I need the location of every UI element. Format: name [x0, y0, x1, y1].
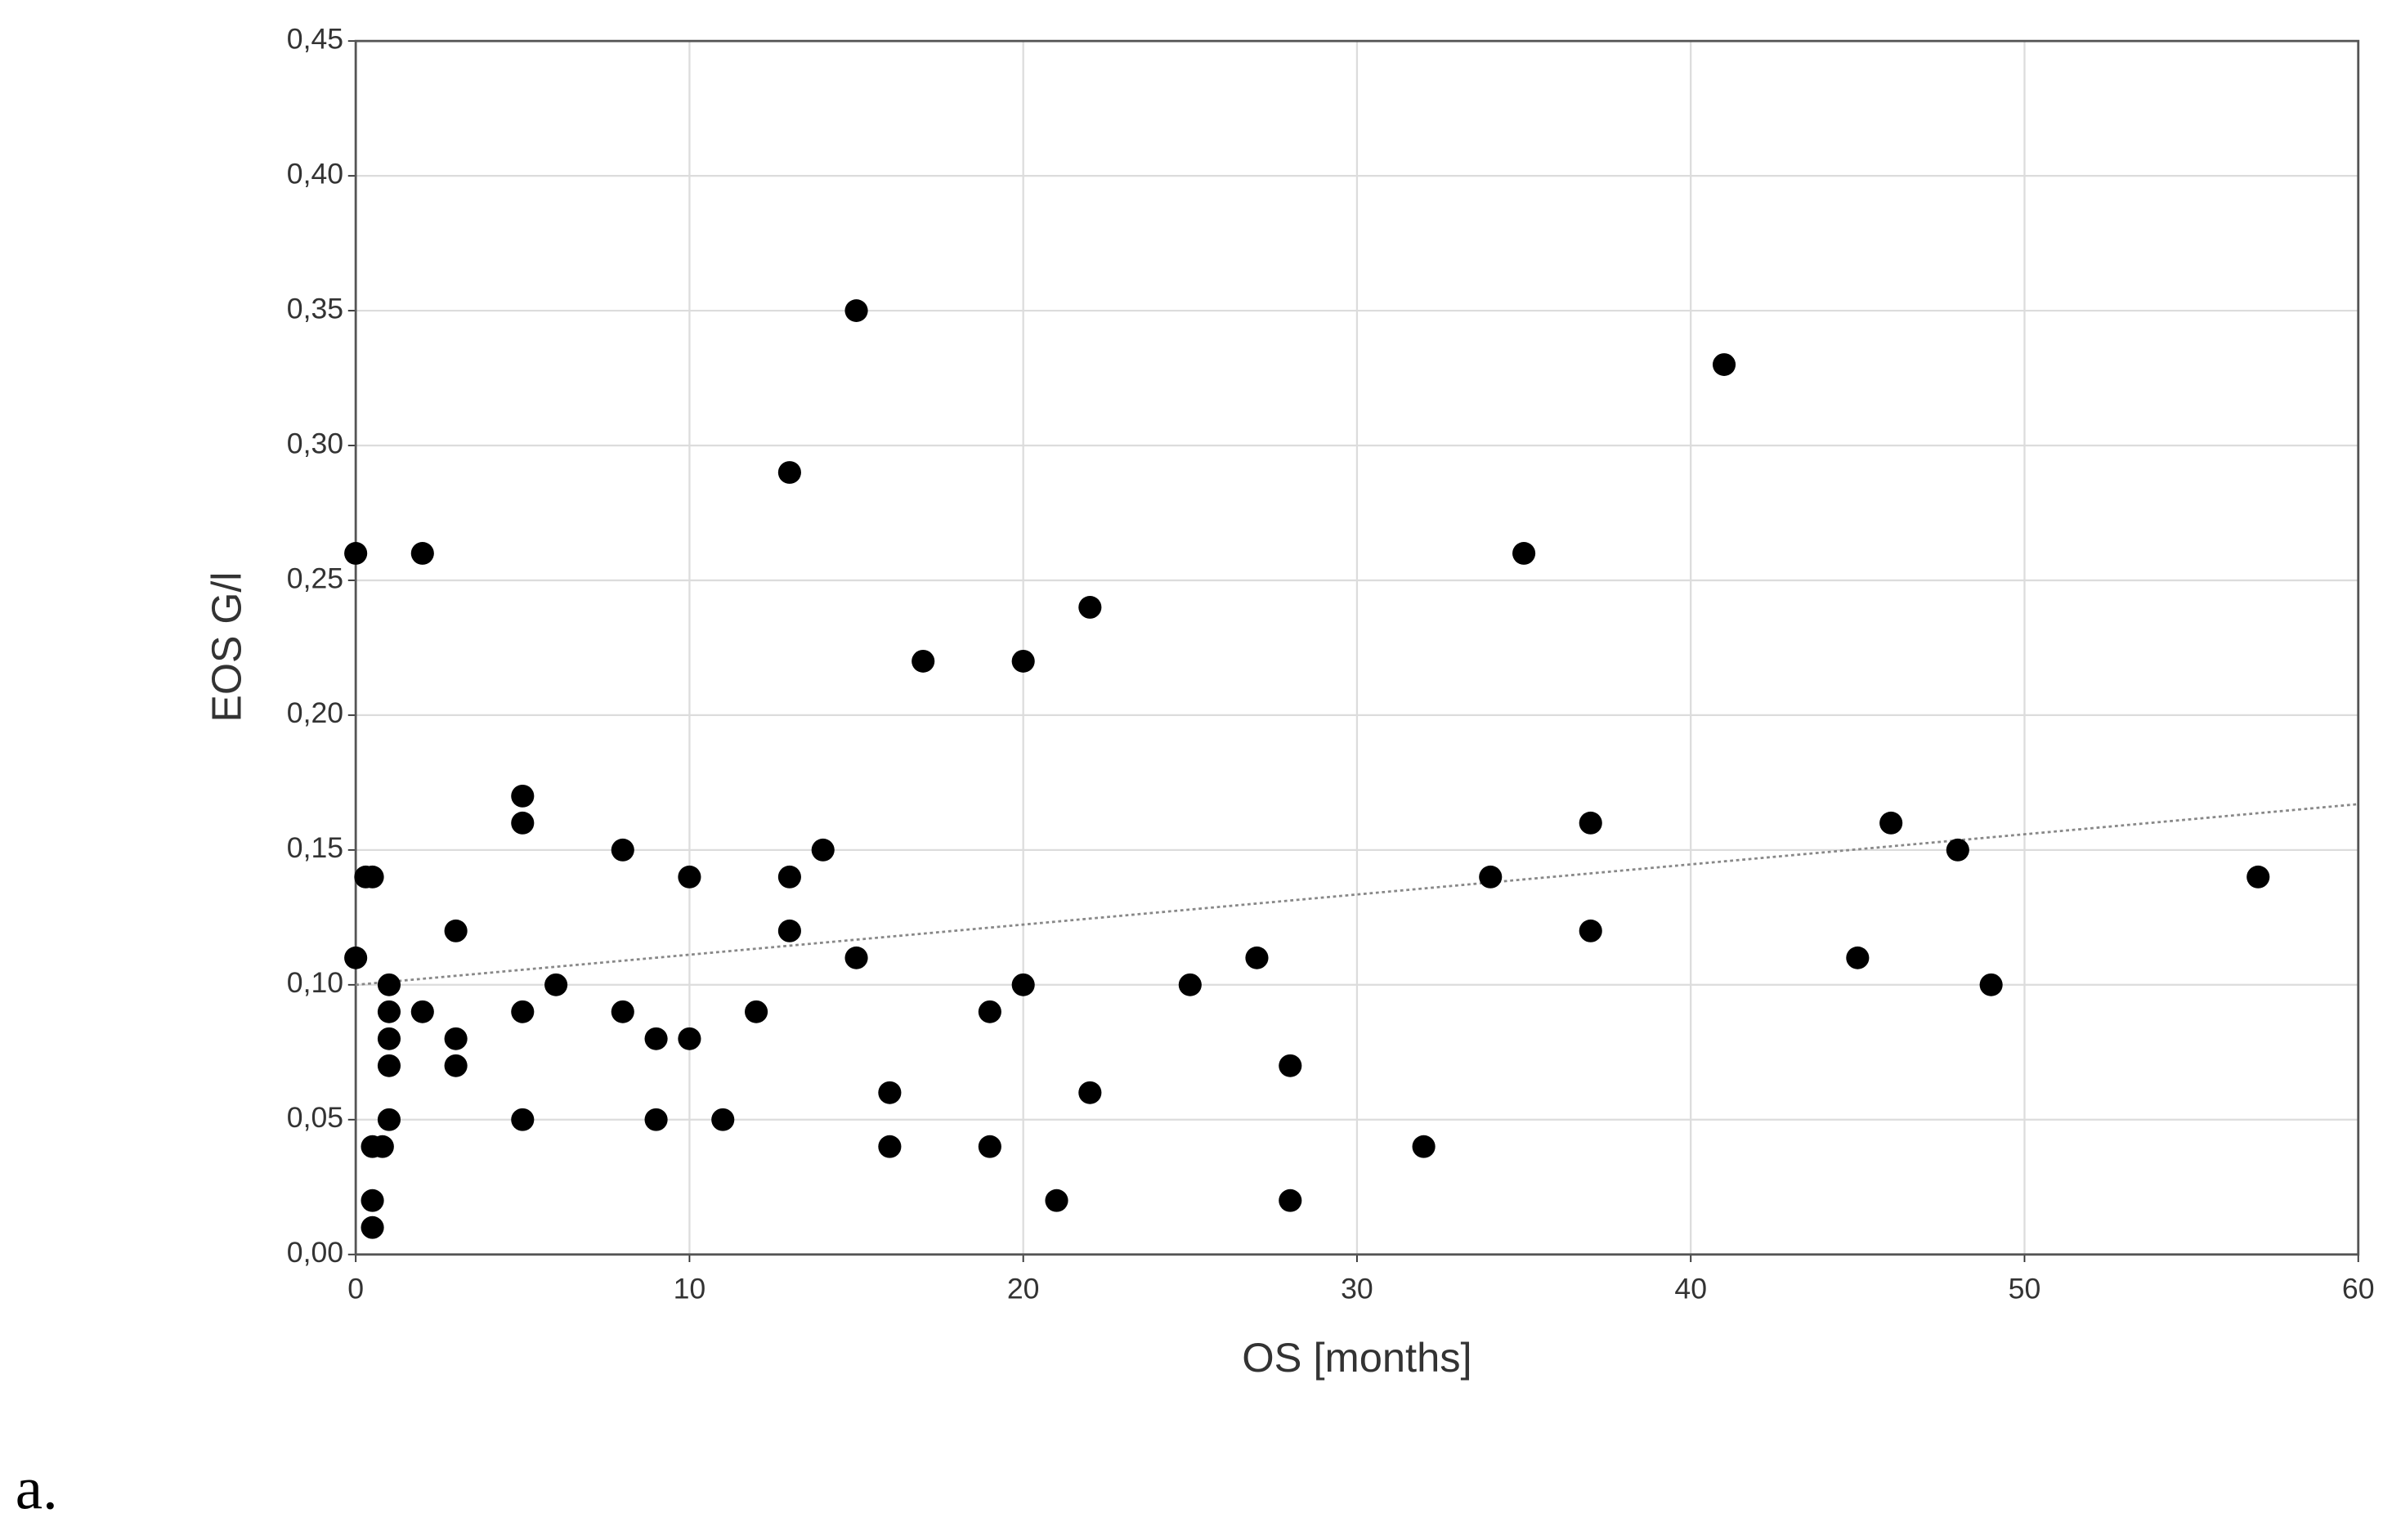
- data-point: [1178, 973, 1202, 996]
- data-point: [361, 1215, 384, 1239]
- data-point: [444, 919, 468, 942]
- data-point: [511, 811, 535, 835]
- x-tick-label: 10: [674, 1273, 706, 1305]
- data-point: [344, 542, 368, 565]
- data-point: [1579, 919, 1602, 942]
- data-point: [1011, 973, 1035, 996]
- data-point: [544, 973, 568, 996]
- y-tick-label: 0,25: [287, 562, 343, 594]
- data-point: [1011, 649, 1035, 673]
- data-point: [1879, 811, 1903, 835]
- data-point: [1078, 596, 1102, 619]
- data-point: [611, 1000, 634, 1023]
- data-point: [1579, 811, 1602, 835]
- y-tick-label: 0,10: [287, 966, 343, 999]
- data-point: [878, 1135, 902, 1158]
- data-point: [410, 1000, 434, 1023]
- x-tick-label: 50: [2009, 1273, 2041, 1305]
- data-point: [1245, 946, 1269, 969]
- data-point: [678, 865, 701, 889]
- data-point: [1045, 1189, 1068, 1212]
- data-point: [2246, 865, 2270, 889]
- data-point: [377, 1000, 401, 1023]
- y-tick-label: 0,35: [287, 293, 343, 325]
- data-point: [744, 1000, 768, 1023]
- data-point: [1946, 838, 1969, 862]
- data-point: [1078, 1081, 1102, 1104]
- data-point: [511, 784, 535, 808]
- x-tick-label: 40: [1674, 1273, 1707, 1305]
- trend-line: [356, 803, 2358, 987]
- data-point: [844, 299, 868, 322]
- data-point: [444, 1054, 468, 1077]
- data-point: [377, 1108, 401, 1131]
- data-point: [1279, 1189, 1302, 1212]
- data-point: [711, 1108, 735, 1131]
- data-point: [777, 461, 801, 484]
- y-tick-label: 0,20: [287, 696, 343, 729]
- data-point: [811, 838, 835, 862]
- plot-frame: [354, 39, 2360, 1256]
- data-point: [377, 973, 401, 996]
- y-tick-label: 0,30: [287, 427, 343, 459]
- caption: a.: [16, 1455, 58, 1523]
- data-point: [370, 1135, 394, 1158]
- data-point: [377, 1054, 401, 1077]
- x-tick-label: 60: [2342, 1273, 2375, 1305]
- data-point: [511, 1108, 535, 1131]
- x-axis-title: OS [months]: [1242, 1334, 1471, 1381]
- data-point: [978, 1000, 1001, 1023]
- data-point: [444, 1027, 468, 1050]
- x-tick-label: 20: [1007, 1273, 1040, 1305]
- data-point: [1479, 865, 1503, 889]
- data-point: [844, 946, 868, 969]
- data-point: [644, 1027, 668, 1050]
- data-point: [1712, 353, 1736, 376]
- y-tick-label: 0,15: [287, 831, 343, 864]
- data-point: [1846, 946, 1870, 969]
- data-point: [912, 649, 935, 673]
- data-point: [361, 865, 384, 889]
- y-axis-title: EOS G/l: [204, 572, 250, 723]
- data-point: [644, 1108, 668, 1131]
- data-point: [1512, 542, 1536, 565]
- data-point: [344, 946, 368, 969]
- y-tick-label: 0,40: [287, 158, 343, 190]
- data-point: [978, 1135, 1001, 1158]
- data-point: [410, 542, 434, 565]
- data-point: [678, 1027, 701, 1050]
- y-tick-label: 0,00: [287, 1236, 343, 1269]
- y-tick-label: 0,45: [287, 23, 343, 56]
- data-point: [777, 919, 801, 942]
- data-point: [878, 1081, 902, 1104]
- x-tick-label: 0: [347, 1273, 364, 1305]
- x-tick-label: 30: [1341, 1273, 1373, 1305]
- data-point: [511, 1000, 535, 1023]
- data-point: [611, 838, 634, 862]
- data-point: [361, 1189, 384, 1212]
- y-tick-label: 0,05: [287, 1101, 343, 1134]
- data-point: [1279, 1054, 1302, 1077]
- data-point: [777, 865, 801, 889]
- data-point: [1979, 973, 2003, 996]
- data-point: [1412, 1135, 1436, 1158]
- data-point: [377, 1027, 401, 1050]
